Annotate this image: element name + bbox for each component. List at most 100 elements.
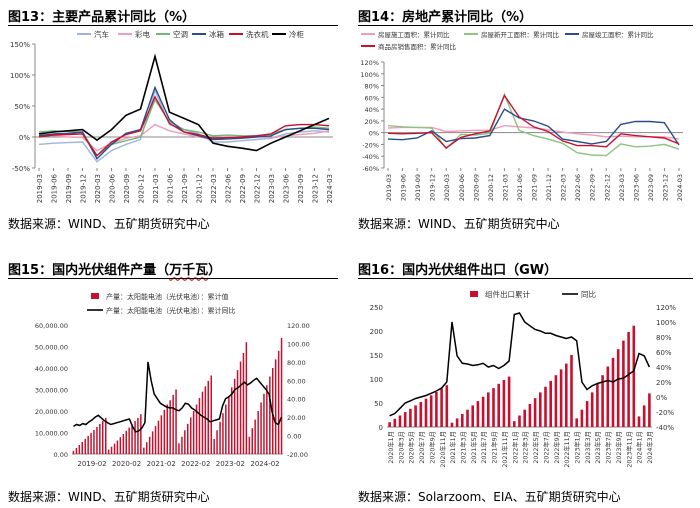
chart14-x-tick-label: 2020-03: [443, 174, 451, 201]
chart14-y-tick-label: 80%: [365, 83, 379, 91]
chart14-series-line-1: [387, 92, 680, 157]
chart16-bar: [471, 405, 474, 427]
chart16-bar: [445, 385, 449, 427]
chart13-legend-label-5: 冷柜: [289, 29, 304, 39]
chart16-y-right-tick-label: 0%: [656, 394, 667, 402]
chart15-bar: [201, 391, 204, 454]
chart13-series-line-2: [38, 98, 330, 157]
chart15-y-right-tick-label: 60.00: [287, 377, 306, 385]
chart15-svg: 60,000.00 50,000.00 40,000.00 30,000.00 20,0…: [35, 292, 310, 468]
chart16-y-right-tick-label: 100%: [656, 319, 676, 327]
chart15-bar: [178, 443, 180, 455]
chart14-title: 图14：房地产累计同比（%）: [358, 10, 533, 25]
chart15-x-tick-label: 2020-02: [112, 460, 141, 468]
chart15-bar: [172, 394, 174, 454]
chart16-svg: 250 200 150 100 50 0 120% 100% 80% 60% 40% 20% 0% -20…: [370, 289, 677, 468]
chart15-bar: [102, 420, 104, 454]
chart16-bar: [627, 332, 630, 427]
chart15-bar: [90, 432, 92, 454]
chart13-x-tick-label: 2021-09: [181, 174, 189, 203]
chart14-y-tick-label: 0%: [369, 130, 379, 138]
chart16-bar: [502, 380, 506, 427]
chart16-bar: [570, 355, 573, 427]
chart13-x-tick-label: 2023-06: [283, 173, 291, 203]
chart15-title: 图15：国内光伏组件产量（万千瓦）: [8, 263, 222, 278]
chart13-x-tick-label: 2023-12: [312, 174, 320, 203]
chart14-y-tick-label: 40%: [365, 106, 379, 114]
chart13-x-tick-label: 2020-09: [123, 174, 131, 203]
chart15-title-rule: [8, 278, 338, 279]
chart15-bar: [190, 417, 192, 454]
chart16-bar: [642, 405, 646, 427]
chart16-bar: [622, 340, 625, 427]
chart13-x-tick-label: 2024-03: [326, 174, 334, 203]
chart15-bar: [216, 430, 218, 454]
chart14-x-tick-label: 2023-09: [647, 174, 655, 201]
chart15-y-right-tick-label: -20.00: [287, 451, 308, 459]
chart13-x-tick-label: 2020-03: [94, 174, 102, 203]
chart15-bar: [277, 350, 280, 454]
chart15-bar: [137, 417, 139, 454]
chart16-bar: [539, 392, 542, 427]
chart15-bar: [166, 404, 168, 454]
chart16-bar: [492, 388, 495, 427]
chart16-x-tick-label: 2022年3月: [521, 431, 530, 464]
chart13-y-tick-label: 150%: [10, 41, 30, 49]
chart14-legend-label-2: 房屋竣工面积：累计同比: [582, 30, 654, 39]
chart15-line: [73, 361, 283, 433]
chart14-y-tick-label: -40%: [362, 153, 379, 161]
chart15-y-right-tick-label: 0.00: [287, 433, 301, 441]
chart16-x-tick-label: 2023年5月: [593, 431, 602, 464]
chart15-bar: [181, 436, 183, 454]
chart15-bar: [274, 359, 277, 454]
chart13-x-tick-label: 2019-12: [80, 174, 88, 203]
chart16-y-left-tick-label: 150: [370, 352, 383, 360]
chart15-bar: [272, 368, 274, 454]
chart13-y-tick-label: -50%: [12, 165, 30, 173]
chart15-bar: [236, 370, 239, 454]
chart16-bar: [455, 418, 459, 427]
chart14-x-tick-label: 2021-12: [545, 174, 553, 201]
chart14-x-tick-label: 2021-09: [531, 174, 539, 201]
chart16-x-tick-label: 2022年7月: [541, 431, 550, 464]
chart16-bar: [533, 398, 537, 427]
chart13-legend-label-1: 彩电: [135, 29, 150, 39]
chart15-bar: [210, 375, 212, 454]
chart15-bar: [107, 449, 110, 454]
chart15-bar: [231, 387, 233, 454]
chart16-bar: [487, 392, 490, 427]
chart16-x-tick-label: 2021年5月: [469, 431, 478, 464]
chart13-x-tick-label: 2023-03: [268, 174, 276, 203]
chart15-bar: [81, 442, 83, 454]
chart14-x-tick-label: 2019-12: [429, 174, 437, 201]
chart16-bar: [429, 395, 433, 427]
chart15-y-left-tick-label: 30,000.00: [35, 387, 68, 395]
chart15-bar: [116, 440, 119, 454]
chart16-x-tick-label: 2021年7月: [479, 431, 488, 464]
chart16-y-right-tick-label: 120%: [656, 304, 676, 312]
chart15-bar: [163, 409, 166, 454]
chart13-x-tick-label: 2019-06: [51, 173, 59, 203]
chart14-x-tick-label: 2021-03: [501, 174, 509, 201]
chart16-y-right-tick-label: 20%: [656, 379, 672, 387]
chart16-bar: [565, 363, 568, 427]
chart13-series-line-4: [38, 95, 330, 157]
chart16-bar: [481, 396, 485, 427]
chart14-series-line-0: [387, 124, 680, 140]
chart15-bar: [207, 380, 209, 454]
chart15-bar: [198, 398, 201, 454]
chart14-x-tick-label: 2024-03: [676, 174, 684, 201]
chart16-x-tick-label: 2020年3月: [396, 431, 405, 464]
chart15-bar: [280, 337, 283, 454]
chart16-y-right-tick-label: 60%: [656, 349, 672, 357]
chart16-bar: [450, 422, 454, 427]
chart14-x-tick-label: 2019-06: [400, 174, 408, 201]
chart16-bar: [606, 366, 610, 427]
chart15-bar: [266, 385, 268, 454]
chart16-bar: [440, 388, 443, 427]
chart14-y-tick-label: 100%: [360, 71, 379, 79]
chart16-y-left-tick-label: 50: [374, 400, 383, 408]
chart13-legend-label-2: 空调: [173, 29, 188, 39]
chart16-bar: [497, 383, 500, 427]
chart15-y-left-tick-label: 0.00: [54, 451, 68, 459]
